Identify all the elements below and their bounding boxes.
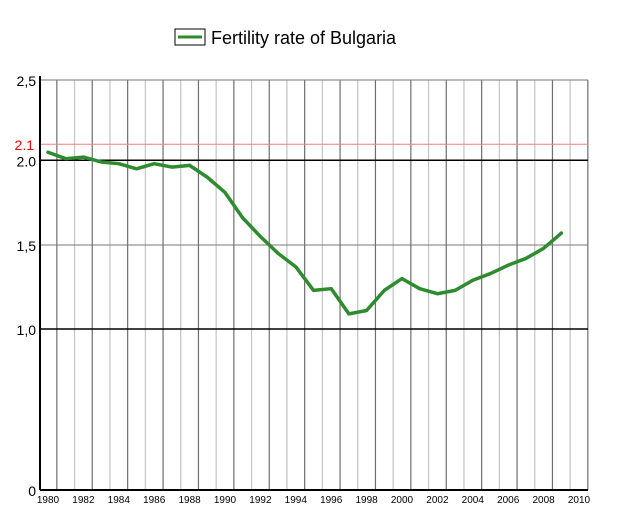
data-point	[241, 216, 245, 220]
tick-labels: 0 1,0 1,5 2.0 2,5 1980 1982 1984 1986 1988 1990 199…	[17, 73, 591, 506]
y-tick-label: 0	[28, 483, 36, 499]
data-point	[347, 312, 351, 316]
data-point	[205, 175, 209, 179]
data-point	[329, 287, 333, 291]
data-point	[188, 163, 192, 167]
x-tick-label: 2008	[532, 495, 555, 506]
legend: Fertility rate of Bulgaria	[174, 28, 397, 48]
data-point	[559, 231, 563, 235]
data-point	[117, 162, 121, 166]
data-point	[81, 155, 85, 159]
axes	[39, 76, 588, 491]
x-tick-label: 2010	[568, 495, 591, 506]
data-point	[418, 287, 422, 291]
x-tick-label: 2006	[497, 495, 520, 506]
data-point	[64, 157, 68, 161]
data-point	[135, 167, 138, 171]
x-tick-label: 1994	[285, 495, 308, 506]
data-point	[471, 278, 475, 282]
x-tick-label: 1986	[143, 495, 166, 506]
data-point	[542, 246, 546, 250]
data-point	[506, 263, 510, 267]
data-point	[170, 165, 174, 169]
data-point	[46, 150, 50, 154]
y-tick-label: 1,0	[17, 322, 37, 338]
data-point	[524, 256, 528, 260]
data-point	[382, 288, 386, 292]
data-point	[312, 288, 315, 292]
legend-label: Fertility rate of Bulgaria	[211, 28, 397, 48]
data-point	[223, 190, 227, 194]
reference-line-group: 2.1	[15, 137, 588, 153]
x-tick-label: 1992	[249, 495, 272, 506]
x-tick-label: 1996	[320, 495, 343, 506]
y-tick-label: 2,5	[17, 73, 37, 89]
y-tick-label: 1,5	[17, 238, 37, 254]
series-group	[46, 150, 564, 316]
data-point	[365, 309, 369, 313]
data-point	[152, 162, 156, 166]
data-point	[99, 160, 103, 164]
x-tick-label: 1982	[72, 495, 95, 506]
x-tick-label: 1988	[178, 495, 201, 506]
y-tick-label: 2.0	[17, 153, 37, 169]
x-tick-label: 1980	[37, 495, 60, 506]
x-tick-label: 1998	[355, 495, 378, 506]
data-point	[453, 288, 457, 292]
data-point	[258, 235, 262, 239]
x-tick-label: 2000	[391, 495, 414, 506]
x-tick-label: 1990	[214, 495, 237, 506]
x-tick-label: 2004	[462, 495, 485, 506]
data-point	[435, 292, 439, 296]
x-tick-label: 1984	[108, 495, 131, 506]
replacement-rate-label: 2.1	[15, 137, 35, 153]
series-line	[46, 150, 564, 316]
data-point	[489, 272, 492, 276]
grid	[40, 79, 589, 491]
data-point	[294, 265, 298, 269]
x-tick-label: 2002	[426, 495, 449, 506]
data-point	[400, 277, 404, 281]
data-point	[276, 251, 280, 255]
